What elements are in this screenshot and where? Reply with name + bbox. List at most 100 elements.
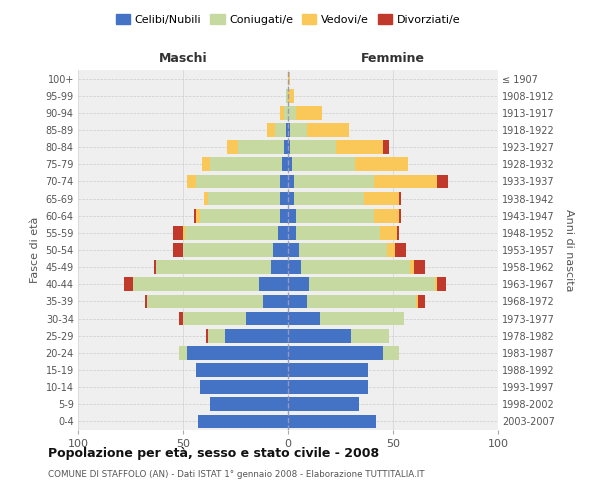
- Bar: [280, 209, 288, 222]
- Bar: [437, 174, 448, 188]
- Bar: [225, 329, 288, 342]
- Bar: [179, 312, 183, 326]
- Bar: [383, 140, 389, 154]
- Bar: [238, 140, 284, 154]
- Bar: [284, 140, 288, 154]
- Bar: [288, 174, 295, 188]
- Bar: [198, 414, 288, 428]
- Text: Maschi: Maschi: [158, 52, 208, 65]
- Bar: [437, 278, 445, 291]
- Bar: [410, 260, 414, 274]
- Legend: Celibi/Nubili, Coniugati/e, Vedovi/e, Divorziati/e: Celibi/Nubili, Coniugati/e, Vedovi/e, Di…: [112, 11, 464, 28]
- Bar: [185, 226, 277, 239]
- Bar: [397, 226, 400, 239]
- Bar: [299, 243, 387, 257]
- Bar: [435, 278, 437, 291]
- Bar: [374, 174, 437, 188]
- Bar: [288, 329, 351, 342]
- Bar: [183, 226, 185, 239]
- Bar: [187, 174, 196, 188]
- Bar: [288, 72, 290, 86]
- Bar: [309, 278, 435, 291]
- Bar: [202, 158, 210, 171]
- Bar: [155, 260, 271, 274]
- Bar: [206, 329, 208, 342]
- Bar: [200, 209, 280, 222]
- Bar: [288, 123, 290, 137]
- Bar: [290, 140, 337, 154]
- Bar: [288, 312, 320, 326]
- Bar: [282, 158, 288, 171]
- Y-axis label: Fasce di età: Fasce di età: [30, 217, 40, 283]
- Bar: [288, 106, 296, 120]
- Bar: [292, 158, 355, 171]
- Text: Popolazione per età, sesso e stato civile - 2008: Popolazione per età, sesso e stato civil…: [48, 448, 379, 460]
- Bar: [154, 260, 155, 274]
- Bar: [148, 294, 263, 308]
- Bar: [301, 260, 410, 274]
- Bar: [288, 346, 383, 360]
- Bar: [133, 278, 259, 291]
- Bar: [196, 209, 200, 222]
- Bar: [259, 278, 288, 291]
- Bar: [227, 140, 238, 154]
- Bar: [183, 243, 274, 257]
- Bar: [288, 89, 295, 102]
- Bar: [246, 312, 288, 326]
- Bar: [210, 398, 288, 411]
- Text: Femmine: Femmine: [361, 52, 425, 65]
- Y-axis label: Anni di nascita: Anni di nascita: [565, 209, 574, 291]
- Bar: [274, 243, 288, 257]
- Bar: [145, 294, 147, 308]
- Bar: [296, 106, 322, 120]
- Bar: [288, 398, 359, 411]
- Bar: [307, 123, 349, 137]
- Bar: [173, 226, 183, 239]
- Bar: [208, 192, 280, 205]
- Bar: [267, 123, 275, 137]
- Bar: [288, 278, 309, 291]
- Bar: [400, 192, 401, 205]
- Bar: [280, 192, 288, 205]
- Bar: [286, 89, 288, 102]
- Bar: [307, 294, 416, 308]
- Bar: [277, 226, 288, 239]
- Bar: [288, 414, 376, 428]
- Bar: [380, 226, 397, 239]
- Bar: [296, 209, 374, 222]
- Bar: [387, 243, 395, 257]
- Bar: [210, 158, 282, 171]
- Bar: [288, 260, 301, 274]
- Bar: [288, 294, 307, 308]
- Bar: [124, 278, 133, 291]
- Bar: [288, 380, 368, 394]
- Bar: [288, 158, 292, 171]
- Bar: [290, 123, 307, 137]
- Bar: [295, 174, 374, 188]
- Bar: [383, 346, 400, 360]
- Bar: [284, 106, 288, 120]
- Bar: [337, 140, 383, 154]
- Bar: [320, 312, 404, 326]
- Bar: [196, 174, 280, 188]
- Bar: [280, 106, 284, 120]
- Bar: [173, 243, 183, 257]
- Bar: [295, 192, 364, 205]
- Bar: [418, 294, 425, 308]
- Bar: [275, 123, 286, 137]
- Bar: [196, 363, 288, 377]
- Bar: [288, 226, 296, 239]
- Bar: [416, 294, 418, 308]
- Bar: [183, 312, 246, 326]
- Text: COMUNE DI STAFFOLO (AN) - Dati ISTAT 1° gennaio 2008 - Elaborazione TUTTITALIA.I: COMUNE DI STAFFOLO (AN) - Dati ISTAT 1° …: [48, 470, 425, 479]
- Bar: [395, 243, 406, 257]
- Bar: [200, 380, 288, 394]
- Bar: [288, 243, 299, 257]
- Bar: [187, 346, 288, 360]
- Bar: [296, 226, 380, 239]
- Bar: [288, 192, 295, 205]
- Bar: [288, 140, 290, 154]
- Bar: [364, 192, 400, 205]
- Bar: [400, 209, 401, 222]
- Bar: [193, 209, 196, 222]
